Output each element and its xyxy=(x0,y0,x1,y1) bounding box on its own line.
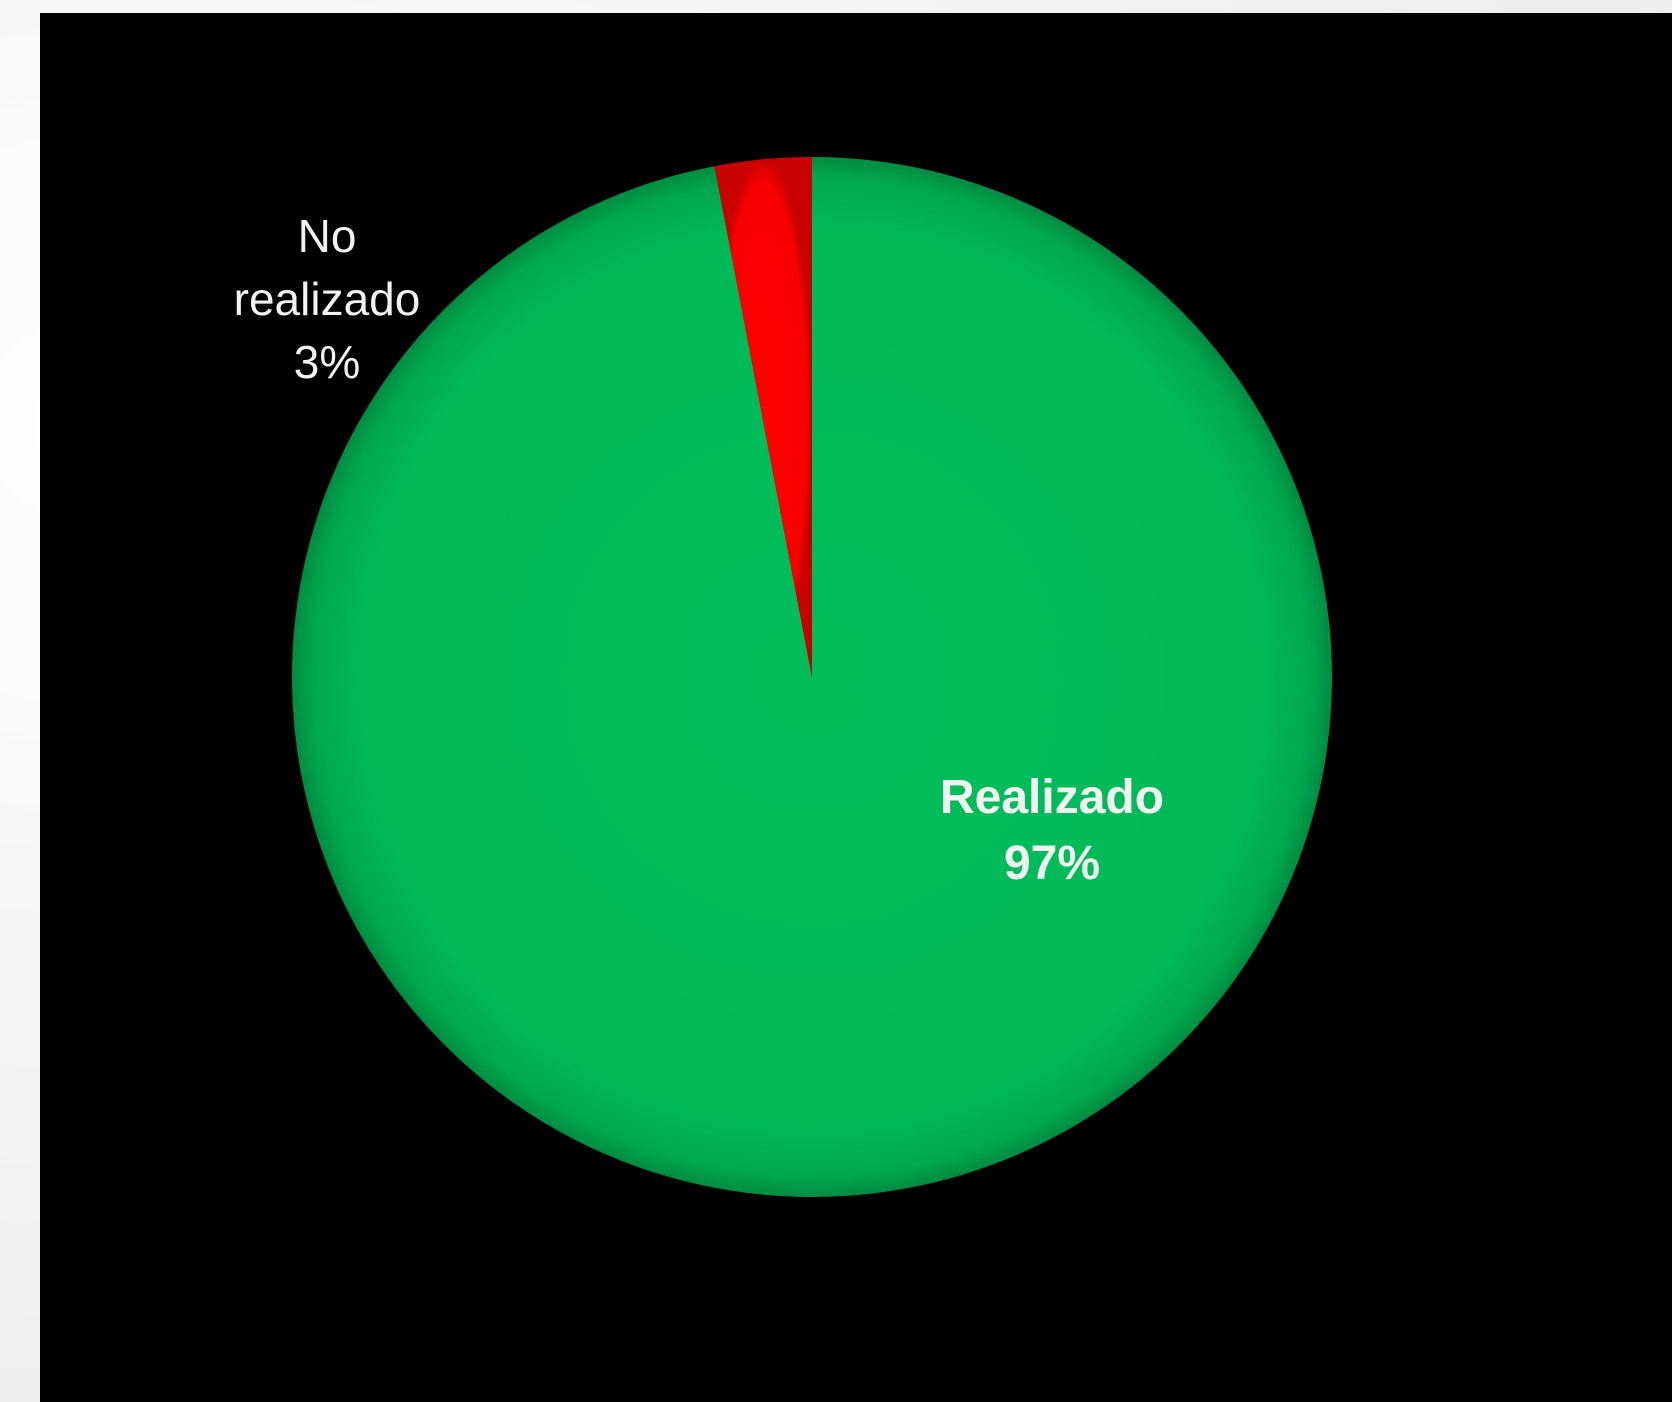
pie-slice-realizado xyxy=(291,157,1332,1197)
pie-slices xyxy=(291,157,1332,1197)
slice-label-realizado: Realizado 97% xyxy=(940,771,1164,890)
slice-label-no-realizado-line1: No xyxy=(298,210,357,262)
slice-label-no-realizado-percent: 3% xyxy=(294,336,360,388)
slice-label-realizado-percent: 97% xyxy=(1004,837,1100,890)
slice-label-no-realizado: No realizado 3% xyxy=(234,210,421,388)
slice-label-realizado-name: Realizado xyxy=(940,771,1164,824)
pie-slice-no-realizado xyxy=(714,157,812,677)
chart-panel: Realizado 97% No realizado 3% xyxy=(40,13,1672,1402)
slice-label-no-realizado-line2: realizado xyxy=(234,273,421,325)
pie-chart: Realizado 97% No realizado 3% xyxy=(234,157,1332,1197)
